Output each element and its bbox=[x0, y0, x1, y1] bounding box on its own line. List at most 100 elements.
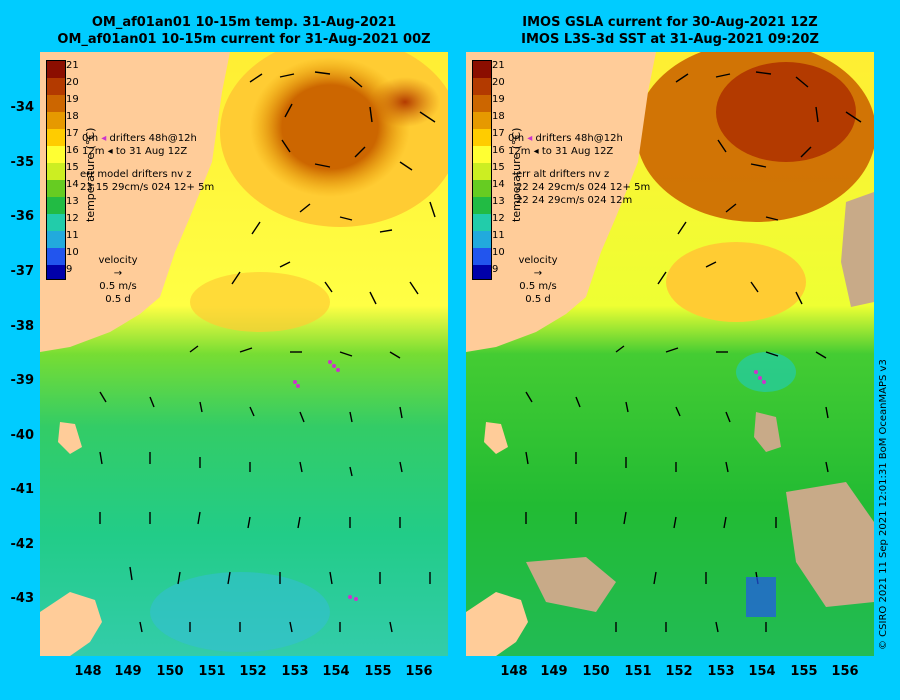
lat-tick: -43 bbox=[10, 591, 35, 606]
current-vectors bbox=[99, 71, 436, 633]
lat-tick: -38 bbox=[10, 319, 35, 334]
colorbar-tick: 10 bbox=[66, 247, 79, 258]
cloud-mask bbox=[526, 557, 616, 612]
colorbar-swatch bbox=[47, 61, 65, 78]
depth-0m-label: 0m bbox=[82, 133, 99, 144]
error-stats: err model drifters nv z 23 15 29cm/s 024… bbox=[80, 168, 214, 194]
lat-tick: -39 bbox=[10, 373, 35, 388]
lat-tick: -34 bbox=[10, 100, 35, 115]
colorbar-tick: 13 bbox=[66, 196, 79, 207]
drifter-date-label: to 31 Aug 12Z bbox=[541, 146, 614, 157]
colorbar-tick: 15 bbox=[66, 162, 79, 173]
colorbar-swatch bbox=[473, 197, 491, 214]
lon-tick: 152 bbox=[239, 664, 267, 679]
left-map-panel[interactable]: 21 20 19 18 17 16 15 14 13 12 11 10 9 te… bbox=[40, 52, 448, 656]
colorbar-swatch bbox=[47, 78, 65, 95]
lon-tick: 155 bbox=[790, 664, 818, 679]
error-row: 22 24 29cm/s 024 12+ 5m bbox=[516, 182, 651, 193]
lat-tick: -36 bbox=[10, 209, 35, 224]
drifter-marker-icon: ◂ bbox=[527, 133, 533, 144]
tasmania-coast bbox=[40, 592, 102, 656]
colorbar-tick: 20 bbox=[66, 77, 79, 88]
lon-tick: 153 bbox=[281, 664, 309, 679]
velocity-arrow-icon: → bbox=[533, 268, 543, 279]
colorbar-tick: 13 bbox=[492, 196, 505, 207]
colorbar-swatch bbox=[473, 146, 491, 163]
lon-tick: 150 bbox=[582, 664, 610, 679]
lon-tick: 156 bbox=[831, 664, 859, 679]
flinders-island bbox=[484, 422, 508, 454]
velocity-key: velocity → 0.5 m/s 0.5 d bbox=[88, 254, 148, 306]
lon-tick: 148 bbox=[500, 664, 528, 679]
left-title-line2: OM_af01an01 10-15m current for 31-Aug-20… bbox=[57, 32, 431, 47]
cloud-mask bbox=[786, 482, 874, 607]
colorbar-swatch bbox=[473, 78, 491, 95]
colorbar-swatch bbox=[47, 129, 65, 146]
flinders-island bbox=[58, 422, 82, 454]
left-map-title: OM_af01an01 10-15m temp. 31-Aug-2021 OM_… bbox=[40, 14, 448, 48]
colorbar-swatch bbox=[473, 112, 491, 129]
colorbar-tick: 17 bbox=[492, 128, 505, 139]
colorbar-swatch bbox=[47, 197, 65, 214]
colorbar-tick: 18 bbox=[66, 111, 79, 122]
right-map-panel[interactable]: 21 20 19 18 17 16 15 14 13 12 11 10 9 te… bbox=[466, 52, 874, 656]
colorbar-swatch bbox=[47, 231, 65, 248]
cool-eddy bbox=[736, 352, 796, 392]
colorbar-tick: 16 bbox=[492, 145, 505, 156]
colorbar-tick: 21 bbox=[66, 60, 79, 71]
colorbar-swatch bbox=[47, 180, 65, 197]
lat-tick: -41 bbox=[10, 482, 35, 497]
lon-tick: 153 bbox=[707, 664, 735, 679]
drifter-legend-label: drifters 48h@12h bbox=[109, 133, 197, 144]
lat-tick: -42 bbox=[10, 537, 35, 552]
colorbar-swatch bbox=[47, 95, 65, 112]
colorbar-tick: 11 bbox=[492, 230, 505, 241]
lon-tick: 154 bbox=[322, 664, 350, 679]
error-stats: err alt drifters nv z 22 24 29cm/s 024 1… bbox=[516, 168, 650, 207]
colorbar-tick: 14 bbox=[492, 179, 505, 190]
cold-patch bbox=[746, 577, 776, 617]
colorbar-tick: 16 bbox=[66, 145, 79, 156]
colorbar-tick: 14 bbox=[66, 179, 79, 190]
colorbar-swatch bbox=[47, 214, 65, 231]
colorbar-swatch bbox=[47, 163, 65, 180]
tasmania-coast bbox=[466, 592, 528, 656]
right-title-line2: IMOS L3S-3d SST at 31-Aug-2021 09:20Z bbox=[521, 32, 819, 47]
right-map-title: IMOS GSLA current for 30-Aug-2021 12Z IM… bbox=[466, 14, 874, 48]
temperature-colorbar bbox=[46, 60, 66, 280]
left-title-line1: OM_af01an01 10-15m temp. 31-Aug-2021 bbox=[91, 15, 397, 30]
drifter-marker-icon: ◂ bbox=[101, 133, 107, 144]
lon-tick: 152 bbox=[665, 664, 693, 679]
drifter-tracks bbox=[754, 370, 766, 384]
drifter-legend: 0m ◂ drifters 48h@12h 12m ◂ to 31 Aug 12… bbox=[82, 132, 197, 158]
mainland-australia bbox=[40, 52, 230, 352]
colorbar-tick: 12 bbox=[66, 213, 79, 224]
colorbar-swatch bbox=[473, 248, 491, 265]
colorbar-tick: 19 bbox=[492, 94, 505, 105]
lon-tick: 148 bbox=[74, 664, 102, 679]
velocity-duration: 0.5 d bbox=[525, 294, 551, 305]
colorbar-swatch bbox=[47, 146, 65, 163]
colorbar-tick: 18 bbox=[492, 111, 505, 122]
colorbar-tick: 12 bbox=[492, 213, 505, 224]
left-map-canvas bbox=[40, 52, 448, 656]
error-header: err model drifters nv z bbox=[80, 169, 192, 180]
temperature-colorbar bbox=[472, 60, 492, 280]
lat-tick: -37 bbox=[10, 264, 35, 279]
colorbar-swatch bbox=[473, 95, 491, 112]
cloud-mask bbox=[841, 192, 874, 307]
error-row: 23 15 29cm/s 024 12+ 5m bbox=[80, 182, 215, 193]
colorbar-tick: 21 bbox=[492, 60, 505, 71]
error-row: 22 24 29cm/s 024 12m bbox=[516, 195, 633, 206]
lon-tick: 155 bbox=[364, 664, 392, 679]
lon-tick: 149 bbox=[540, 664, 568, 679]
depth-12m-label: 12m bbox=[82, 146, 105, 157]
colorbar-swatch bbox=[473, 129, 491, 146]
mainland-australia bbox=[466, 52, 656, 352]
warm-eddy-core bbox=[370, 77, 440, 127]
arrow-marker-icon: ◂ bbox=[107, 146, 113, 157]
error-header: err alt drifters nv z bbox=[516, 169, 610, 180]
colorbar-tick: 10 bbox=[492, 247, 505, 258]
warm-eddy bbox=[250, 57, 410, 197]
lon-tick: 151 bbox=[198, 664, 226, 679]
